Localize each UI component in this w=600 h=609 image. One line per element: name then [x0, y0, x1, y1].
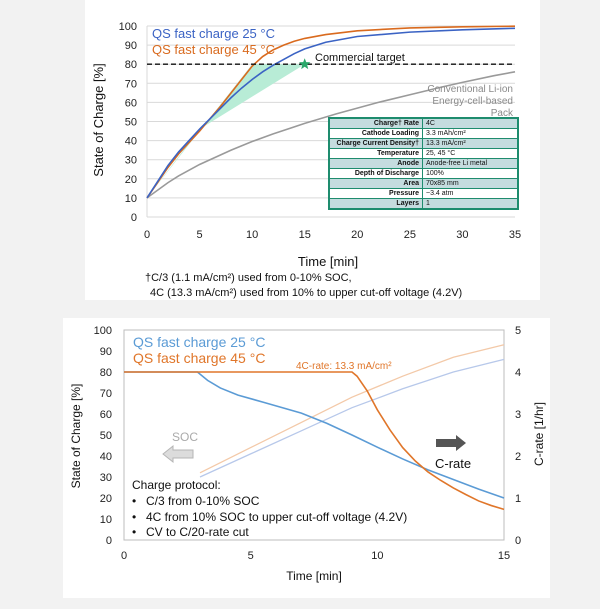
bottom-soc-lines: [199, 344, 505, 478]
top-x-tick: 30: [456, 229, 468, 241]
conventional-label-1: Conventional Li-ion: [427, 84, 513, 95]
bottom-x-axis-label: Time [min]: [286, 569, 342, 583]
top-soc-chart: 0 5 10 15 20 25 30 35 0 10 20 30 40 50 60 70 80 90 100 Ti…: [91, 21, 521, 269]
top-y-tick: 80: [125, 59, 137, 71]
top-y-tick: 60: [125, 97, 137, 109]
top-x-tick: 35: [509, 229, 521, 241]
crate-label: C-rate: [435, 456, 471, 471]
charge-protocol: Charge protocol: C/3 from 0-10% SOC 4C f…: [132, 478, 407, 541]
series-line-0: [146, 27, 516, 199]
bottom-x-tick: 0: [121, 550, 127, 562]
commercial-target-label: Commercial target: [315, 52, 405, 64]
top-y-tick: 90: [125, 40, 137, 52]
soc-arrow-icon: [162, 444, 194, 464]
top-y-tick: 20: [125, 174, 137, 186]
protocol-title: Charge protocol:: [132, 478, 221, 492]
bottom-y-tick: 100: [94, 325, 112, 337]
legend-25c: QS fast charge 25 °C: [152, 26, 275, 41]
bottom-y-tick: 10: [100, 514, 112, 526]
top-y-tick: 40: [125, 136, 137, 148]
series-line-1: [146, 25, 516, 199]
top-y-tick: 100: [119, 21, 137, 33]
bottom-y2-tick: 3: [515, 409, 521, 421]
bottom-x-tick: 10: [371, 550, 383, 562]
bottom-y-tick: 30: [100, 472, 112, 484]
bottom-soc-line-0: [199, 358, 505, 478]
bottom-y-tick: 60: [100, 409, 112, 421]
top-x-tick: 10: [246, 229, 258, 241]
top-x-tick: 15: [299, 229, 311, 241]
protocol-item: 4C from 10% SOC to upper cut-off voltage…: [132, 510, 407, 526]
top-x-tick: 0: [144, 229, 150, 241]
footnote-line-2: 4C (13.3 mA/cm²) used from 10% to upper …: [150, 287, 463, 299]
conventional-label-2: Energy-cell-based: [432, 96, 513, 107]
bottom-y2-tick: 4: [515, 367, 521, 379]
series-line-2: [146, 71, 516, 199]
top-x-tick: 20: [351, 229, 363, 241]
top-series-lines: [146, 25, 516, 199]
bottom-y-tick: 50: [100, 430, 112, 442]
rate-annotation: 4C-rate: 13.3 mA/cm²: [296, 361, 392, 372]
top-x-tick: 5: [197, 229, 203, 241]
top-y-tick-labels: 0 10 20 30 40 50 60 70 80 90 100: [119, 21, 137, 224]
crate-arrow-icon: [436, 435, 466, 451]
bottom-x-tick: 15: [498, 550, 510, 562]
bottom-y-tick-labels: 0 10 20 30 40 50 60 70 80 90 100: [94, 325, 112, 547]
bottom-legend-45c: QS fast charge 45 °C: [133, 350, 265, 366]
bottom-y-tick: 80: [100, 367, 112, 379]
bottom-crate-line-0: [124, 371, 505, 499]
bottom-y2-tick: 5: [515, 325, 521, 337]
soc-label: SOC: [172, 430, 198, 444]
top-x-tick: 25: [404, 229, 416, 241]
cell-specs-table: Charge† Rate 4C Cathode Loading 3.3 mAh/cm²…: [328, 117, 519, 210]
bottom-y2-tick: 0: [515, 535, 521, 547]
bottom-y2-axis-label: C-rate [1/hr]: [532, 402, 546, 466]
legend-45c: QS fast charge 45 °C: [152, 42, 275, 57]
top-y-tick: 0: [131, 212, 137, 224]
protocol-item: CV to C/20-rate cut: [132, 525, 407, 541]
top-y-tick: 30: [125, 155, 137, 167]
spec-row: Layers 1: [329, 198, 518, 209]
protocol-item: C/3 from 0-10% SOC: [132, 494, 407, 510]
bottom-y2-tick: 1: [515, 493, 521, 505]
bottom-y2-tick-labels: 0 1 2 3 4 5: [515, 325, 521, 547]
bottom-y-tick: 90: [100, 346, 112, 358]
target-star-icon: [299, 58, 311, 70]
bottom-y-tick: 20: [100, 493, 112, 505]
top-y-tick: 50: [125, 117, 137, 129]
bottom-y2-tick: 2: [515, 451, 521, 463]
top-y-tick: 10: [125, 193, 137, 205]
spec-value: 1: [422, 198, 518, 209]
footnote-line-1: †C/3 (1.1 mA/cm²) used from 0-10% SOC,: [145, 272, 352, 284]
top-x-tick-labels: 0 5 10 15 20 25 30 35: [144, 229, 521, 241]
bottom-legend-25c: QS fast charge 25 °C: [133, 334, 265, 350]
bottom-crate-line-1: [124, 371, 505, 511]
bottom-y-axis-label: State of Charge [%]: [69, 384, 83, 489]
top-x-axis-label: Time [min]: [298, 254, 358, 269]
bottom-y-tick: 0: [106, 535, 112, 547]
bottom-x-tick: 5: [248, 550, 254, 562]
conventional-label-3: Pack: [491, 108, 514, 119]
bottom-y-tick: 70: [100, 388, 112, 400]
bottom-chart-panel: [63, 318, 550, 598]
top-y-axis-label: State of Charge [%]: [91, 63, 106, 176]
top-y-tick: 70: [125, 78, 137, 90]
bottom-soc-line-1: [199, 344, 505, 474]
bottom-x-tick-labels: 0 5 10 15: [121, 550, 510, 562]
bottom-crate-lines: [124, 371, 505, 511]
bottom-y-tick: 40: [100, 451, 112, 463]
